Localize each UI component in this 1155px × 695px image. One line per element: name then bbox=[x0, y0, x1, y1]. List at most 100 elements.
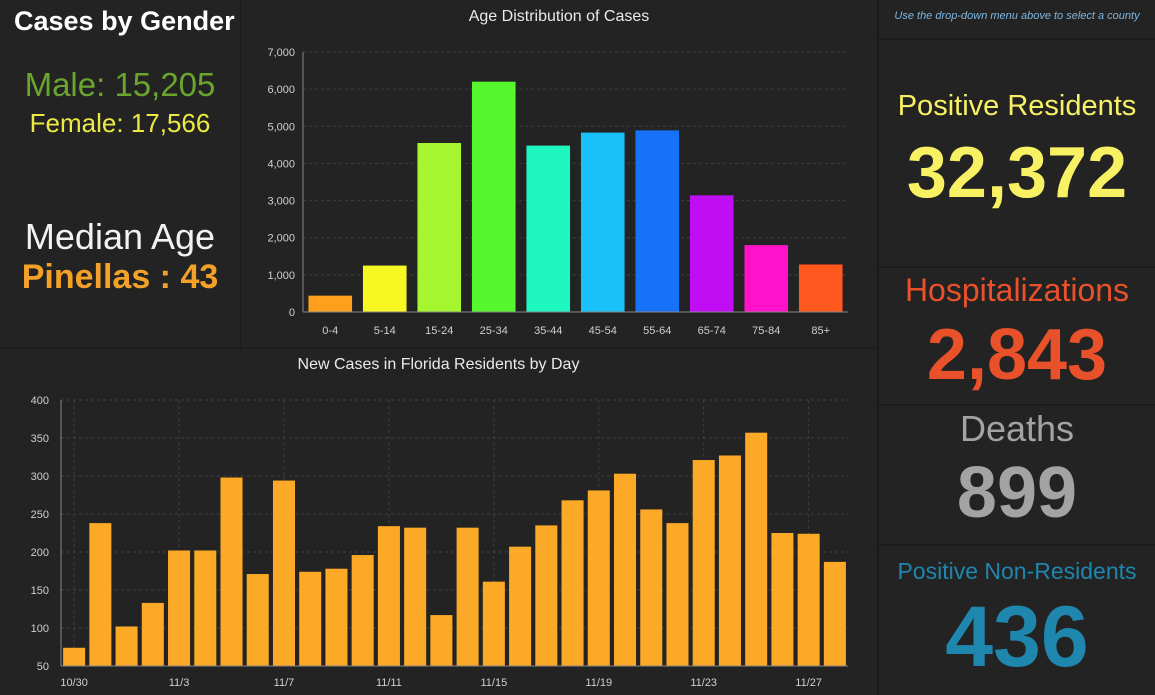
hospitalizations-value: 2,843 bbox=[926, 315, 1108, 395]
male-cases-label: Male: 15,205 bbox=[24, 66, 216, 103]
age-x-tick-label: 35-44 bbox=[534, 325, 562, 337]
age-x-tick-label: 55-64 bbox=[643, 325, 671, 337]
daily-bar bbox=[299, 571, 322, 666]
daily-bar bbox=[640, 509, 663, 666]
age-bar bbox=[526, 145, 571, 312]
positive-non-residents-panel: Positive Non-Residents 436 bbox=[879, 546, 1155, 695]
hospitalizations-label: Hospitalizations bbox=[904, 272, 1130, 308]
age-x-tick-label: 65-74 bbox=[698, 325, 726, 337]
daily-bar bbox=[745, 432, 768, 666]
daily-bar bbox=[220, 477, 243, 666]
daily-bar bbox=[456, 527, 479, 666]
age-bar bbox=[744, 245, 789, 312]
daily-bar bbox=[771, 533, 794, 666]
daily-bar bbox=[692, 460, 715, 666]
age-x-tick-label: 0-4 bbox=[322, 325, 338, 337]
age-y-tick-label: 0 bbox=[289, 307, 295, 319]
age-y-tick-label: 4,000 bbox=[267, 158, 295, 170]
age-bar bbox=[362, 265, 407, 312]
age-x-tick-label: 15-24 bbox=[425, 325, 453, 337]
female-cases-label: Female: 17,566 bbox=[29, 108, 211, 138]
daily-bar bbox=[430, 615, 453, 666]
deaths-label: Deaths bbox=[959, 408, 1075, 449]
age-y-tick-label: 5,000 bbox=[267, 121, 295, 133]
daily-bar bbox=[718, 455, 741, 666]
age-distribution-chart: 0 1,000 2,000 3,000 4,000 5,000 6,000 7,000 0-4 5… bbox=[267, 47, 848, 337]
daily-cases-chart: 50 100 150 200 250 300 350 400 10/30 11/3 11/7 11/1… bbox=[31, 395, 848, 689]
age-x-tick-label: 25-34 bbox=[480, 325, 508, 337]
daily-bar bbox=[272, 480, 296, 666]
age-bar bbox=[417, 143, 462, 312]
daily-x-tick-label: 11/11 bbox=[376, 677, 402, 689]
age-x-tick-label: 75-84 bbox=[752, 325, 780, 337]
daily-y-tick-label: 150 bbox=[31, 585, 49, 597]
daily-bar bbox=[797, 533, 820, 666]
daily-x-tick-label: 11/23 bbox=[690, 677, 717, 689]
daily-bar bbox=[351, 555, 374, 666]
daily-y-tick-label: 300 bbox=[31, 471, 49, 483]
age-y-tick-label: 1,000 bbox=[267, 270, 295, 282]
daily-y-tick-label: 250 bbox=[31, 509, 49, 521]
positive-residents-value: 32,372 bbox=[906, 133, 1128, 213]
daily-bar bbox=[535, 525, 558, 666]
age-bar bbox=[689, 195, 734, 312]
daily-bar bbox=[377, 526, 400, 666]
age-distribution-panel: Age Distribution of Cases 0 1,000 2,000 3,0… bbox=[241, 0, 877, 348]
positive-residents-label: Positive Residents bbox=[897, 90, 1137, 122]
age-bar bbox=[580, 132, 625, 312]
daily-bar bbox=[89, 523, 112, 666]
county-select-note: Use the drop-down menu above to select a… bbox=[894, 10, 1140, 22]
daily-bar bbox=[823, 561, 846, 666]
daily-bar bbox=[115, 626, 138, 666]
daily-x-tick-label: 11/7 bbox=[274, 677, 295, 689]
daily-bar bbox=[587, 490, 610, 666]
daily-y-tick-label: 350 bbox=[31, 433, 49, 445]
deaths-value: 899 bbox=[956, 453, 1078, 533]
daily-bar bbox=[613, 473, 637, 666]
positive-residents-panel: Positive Residents 32,372 bbox=[879, 40, 1155, 266]
daily-x-tick-label: 11/3 bbox=[169, 677, 190, 689]
daily-bar bbox=[509, 546, 532, 666]
daily-bar bbox=[246, 574, 269, 666]
county-select-note-panel: Use the drop-down menu above to select a… bbox=[879, 0, 1155, 38]
daily-bar bbox=[141, 602, 164, 666]
age-x-tick-label: 5-14 bbox=[374, 325, 396, 337]
age-chart-title: Age Distribution of Cases bbox=[468, 8, 650, 25]
hospitalizations-panel: Hospitalizations 2,843 bbox=[879, 268, 1155, 404]
daily-x-tick-label: 10/30 bbox=[60, 677, 88, 689]
daily-x-tick-label: 11/15 bbox=[480, 677, 507, 689]
daily-bar bbox=[482, 581, 505, 666]
daily-x-tick-label: 11/19 bbox=[585, 677, 612, 689]
age-x-tick-label: 85+ bbox=[811, 325, 830, 337]
age-bar bbox=[798, 264, 843, 312]
daily-x-tick-label: 11/27 bbox=[795, 677, 822, 689]
median-age-panel: Median Age Pinellas : 43 bbox=[0, 160, 240, 348]
median-age-value: Pinellas : 43 bbox=[21, 258, 219, 296]
age-y-tick-label: 7,000 bbox=[267, 47, 295, 59]
deaths-panel: Deaths 899 bbox=[879, 406, 1155, 544]
age-x-tick-label: 45-54 bbox=[589, 325, 617, 337]
daily-bar bbox=[63, 647, 86, 666]
daily-y-tick-label: 50 bbox=[37, 661, 49, 673]
daily-bar bbox=[194, 550, 217, 666]
daily-chart-title: New Cases in Florida Residents by Day bbox=[297, 356, 580, 373]
daily-y-tick-label: 200 bbox=[31, 547, 49, 559]
age-bar bbox=[471, 81, 516, 312]
daily-bar bbox=[561, 500, 584, 666]
daily-bar bbox=[404, 527, 427, 666]
median-age-title: Median Age bbox=[24, 216, 216, 257]
age-y-tick-label: 3,000 bbox=[267, 196, 295, 208]
daily-bar bbox=[666, 523, 689, 666]
daily-y-tick-label: 100 bbox=[31, 623, 49, 635]
daily-bar bbox=[325, 568, 348, 666]
age-bar bbox=[635, 130, 680, 312]
age-y-tick-label: 2,000 bbox=[267, 233, 295, 245]
daily-cases-panel: New Cases in Florida Residents by Day 50… bbox=[0, 349, 877, 695]
positive-non-residents-value: 436 bbox=[945, 589, 1089, 685]
age-y-tick-label: 6,000 bbox=[267, 84, 295, 96]
positive-non-residents-label: Positive Non-Residents bbox=[897, 558, 1137, 584]
age-bar bbox=[308, 295, 353, 312]
cases-by-gender-panel: Cases by Gender Male: 15,205 Female: 17,… bbox=[0, 0, 240, 160]
gender-panel-title: Cases by Gender bbox=[14, 6, 235, 36]
daily-bar bbox=[168, 550, 191, 666]
